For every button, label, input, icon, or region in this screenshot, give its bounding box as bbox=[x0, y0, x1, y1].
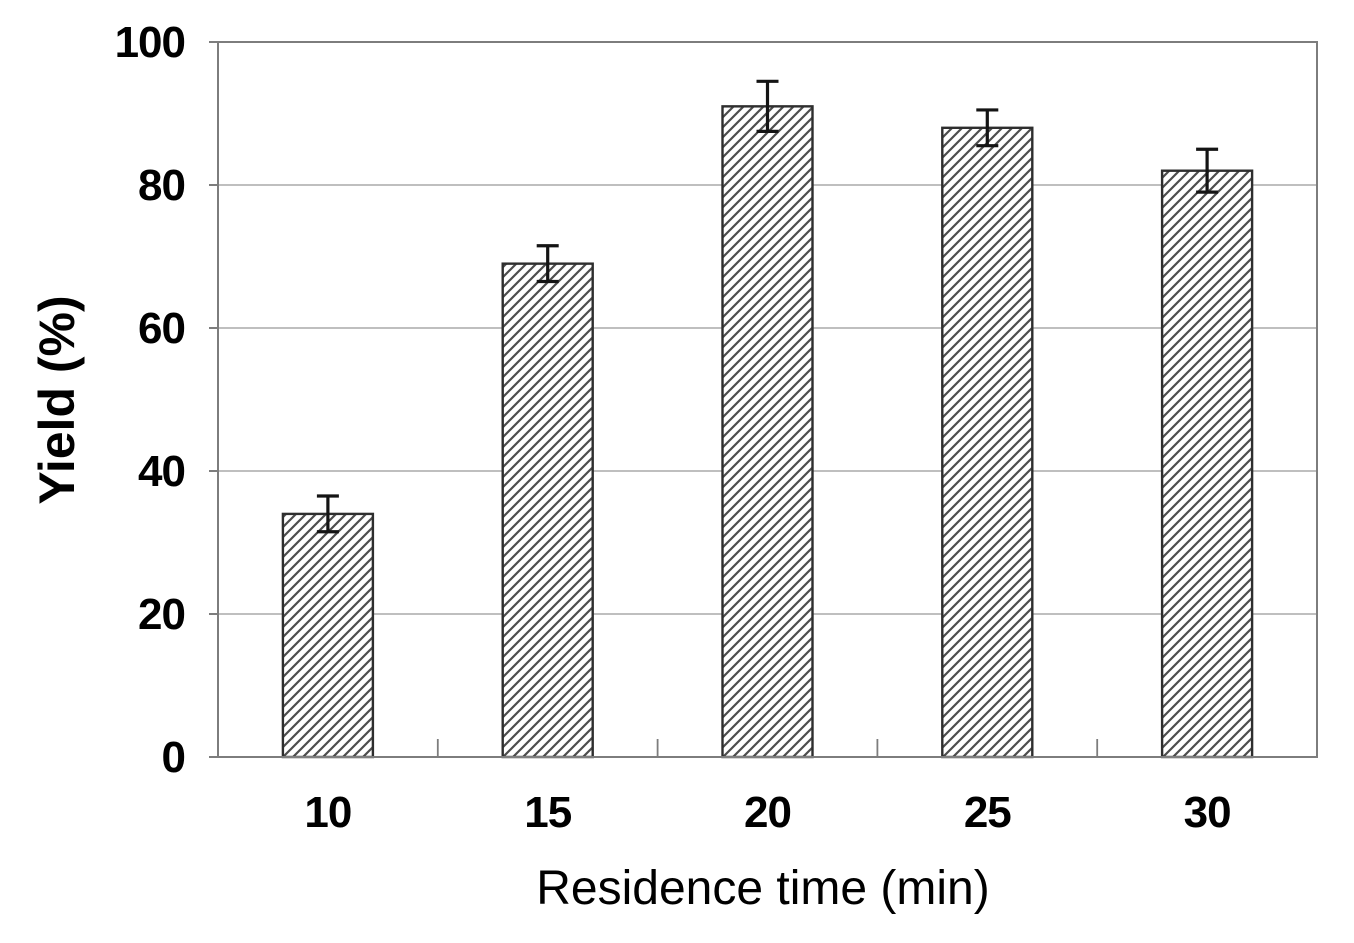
bar-10min bbox=[281, 512, 375, 759]
x-tick-label: 10 bbox=[304, 788, 351, 837]
error-bar-30min bbox=[1196, 147, 1219, 194]
y-tick-label: 20 bbox=[138, 590, 185, 639]
bar-20min bbox=[721, 105, 814, 759]
bar-25min bbox=[941, 126, 1034, 759]
x-axis-title: Residence time (min) bbox=[536, 862, 990, 915]
error-bar-15min bbox=[536, 244, 559, 284]
y-axis-title: Yield (%) bbox=[29, 295, 85, 505]
y-tick-label: 40 bbox=[138, 447, 185, 496]
bar-15min bbox=[501, 262, 594, 759]
bar-30min bbox=[1160, 169, 1254, 759]
error-bar-20min bbox=[756, 79, 779, 133]
error-bar-10min bbox=[316, 494, 339, 534]
y-tick-label: 100 bbox=[115, 18, 185, 67]
plot-frame bbox=[217, 41, 1318, 758]
y-tick-label: 80 bbox=[138, 161, 185, 210]
x-tick-label: 30 bbox=[1184, 788, 1231, 837]
x-tick-label: 15 bbox=[524, 788, 571, 837]
x-tick-label: 20 bbox=[744, 788, 791, 837]
x-tick-label: 25 bbox=[964, 788, 1011, 837]
y-tick-label: 60 bbox=[138, 304, 185, 353]
error-bar-25min bbox=[976, 108, 999, 148]
y-tick-label: 0 bbox=[162, 733, 185, 782]
